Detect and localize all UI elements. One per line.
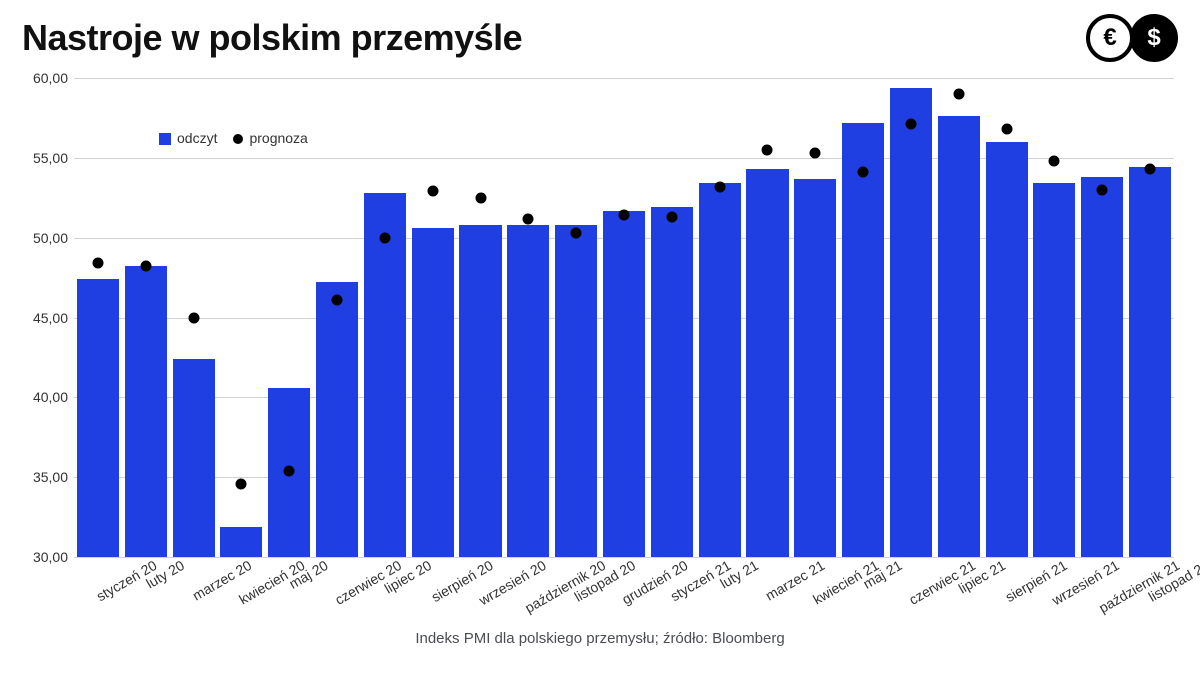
bar-slot <box>1078 78 1126 557</box>
header: Nastroje w polskim przemyśle € $ <box>22 14 1178 62</box>
legend-bar: odczyt <box>159 130 217 146</box>
chart-area: 30,0035,0040,0045,0050,0055,0060,00 odcz… <box>22 78 1178 647</box>
forecast-dot <box>618 210 629 221</box>
bar <box>842 123 884 557</box>
legend: odczyt prognoza <box>151 126 316 150</box>
bar <box>507 225 549 557</box>
chart-card: Nastroje w polskim przemyśle € $ 30,00 35… <box>0 0 1200 675</box>
forecast-dot <box>475 192 486 203</box>
forecast-dot <box>188 312 199 323</box>
bar-slot <box>887 78 935 557</box>
forecast-dot <box>714 181 725 192</box>
bar <box>555 225 597 557</box>
bar <box>603 211 645 557</box>
y-tick: 40,00 <box>33 389 68 405</box>
forecast-dot <box>1097 184 1108 195</box>
legend-bar-swatch <box>159 133 171 145</box>
bar <box>1081 177 1123 557</box>
y-tick: 55,00 <box>33 150 68 166</box>
forecast-dot <box>92 258 103 269</box>
brand-logo: € $ <box>1086 14 1178 62</box>
bar <box>699 183 741 557</box>
bar <box>938 116 980 557</box>
y-tick: 30,00 <box>33 549 68 565</box>
forecast-dot <box>1145 164 1156 175</box>
dollar-icon: $ <box>1130 14 1178 62</box>
bar <box>459 225 501 557</box>
bar-slot <box>648 78 696 557</box>
bar-slot <box>457 78 505 557</box>
bar <box>746 169 788 557</box>
y-tick: 45,00 <box>33 310 68 326</box>
bar <box>316 282 358 557</box>
y-tick: 50,00 <box>33 230 68 246</box>
bar-slot <box>409 78 457 557</box>
y-axis: 30,0035,0040,0045,0050,0055,0060,00 <box>22 78 74 557</box>
bar <box>77 279 119 557</box>
plot-area: odczyt prognoza <box>74 78 1174 557</box>
euro-icon: € <box>1086 14 1134 62</box>
bar-slot <box>696 78 744 557</box>
forecast-dot <box>571 227 582 238</box>
bar <box>651 207 693 557</box>
bar-slot <box>839 78 887 557</box>
bar <box>173 359 215 557</box>
bar-slot <box>74 78 122 557</box>
bar-slot <box>600 78 648 557</box>
bar-slot <box>504 78 552 557</box>
legend-dot-label: prognoza <box>249 130 307 146</box>
bar-slot <box>983 78 1031 557</box>
bar <box>794 179 836 557</box>
forecast-dot <box>379 232 390 243</box>
forecast-dot <box>427 186 438 197</box>
forecast-dot <box>332 294 343 305</box>
source-note: Indeks PMI dla polskiego przemysłu; źród… <box>22 630 1178 647</box>
bar-slot <box>361 78 409 557</box>
forecast-dot <box>666 211 677 222</box>
bar-slot <box>935 78 983 557</box>
forecast-dot <box>140 261 151 272</box>
legend-dot-swatch <box>233 134 243 144</box>
y-tick: 35,00 <box>33 469 68 485</box>
bar-slot <box>1126 78 1174 557</box>
bar-slot <box>313 78 361 557</box>
forecast-dot <box>1049 156 1060 167</box>
forecast-dot <box>236 478 247 489</box>
bar <box>1129 167 1171 557</box>
legend-dot: prognoza <box>233 130 307 146</box>
forecast-dot <box>762 144 773 155</box>
bar <box>890 88 932 557</box>
forecast-dot <box>284 465 295 476</box>
bar-slot <box>1031 78 1079 557</box>
y-tick: 60,00 <box>33 70 68 86</box>
bar <box>986 142 1028 557</box>
chart-title: Nastroje w polskim przemyśle <box>22 17 522 59</box>
x-axis: styczeń 20luty 20marzec 20kwiecień 20maj… <box>74 557 1174 623</box>
forecast-dot <box>1001 124 1012 135</box>
bar <box>1033 183 1075 557</box>
forecast-dot <box>810 148 821 159</box>
bar-slot <box>791 78 839 557</box>
bar <box>220 527 262 557</box>
legend-bar-label: odczyt <box>177 130 217 146</box>
bar-slot <box>744 78 792 557</box>
forecast-dot <box>953 88 964 99</box>
forecast-dot <box>905 119 916 130</box>
bar <box>125 266 167 557</box>
bar <box>412 228 454 557</box>
forecast-dot <box>523 213 534 224</box>
forecast-dot <box>858 167 869 178</box>
bar-slot <box>552 78 600 557</box>
bar <box>364 193 406 557</box>
